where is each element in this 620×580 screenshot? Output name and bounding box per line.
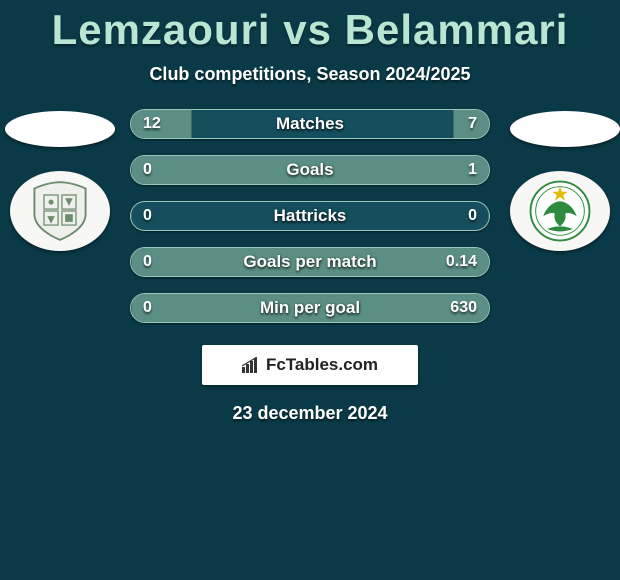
right-club-badge xyxy=(510,171,610,251)
subtitle: Club competitions, Season 2024/2025 xyxy=(0,64,620,85)
shield-crest-icon xyxy=(20,179,100,243)
left-side xyxy=(0,109,120,251)
stat-value-right: 1 xyxy=(468,161,477,179)
stat-label: Goals xyxy=(131,160,489,180)
date-text: 23 december 2024 xyxy=(0,403,620,424)
stat-label: Goals per match xyxy=(131,252,489,272)
stat-value-right: 7 xyxy=(468,115,477,133)
left-club-badge xyxy=(10,171,110,251)
stat-value-right: 630 xyxy=(450,299,477,317)
comparison-body: 12Matches70Goals10Hattricks00Goals per m… xyxy=(0,109,620,339)
stat-label: Matches xyxy=(131,114,489,134)
bar-chart-icon xyxy=(242,357,260,373)
page-title: Lemzaouri vs Belammari xyxy=(0,0,620,54)
brand-text: FcTables.com xyxy=(266,355,378,375)
stat-value-right: 0 xyxy=(468,207,477,225)
stat-label: Min per goal xyxy=(131,298,489,318)
stat-bars: 12Matches70Goals10Hattricks00Goals per m… xyxy=(120,109,500,339)
stat-row: 0Min per goal630 xyxy=(130,293,490,323)
stat-row: 0Hattricks0 xyxy=(130,201,490,231)
stat-label: Hattricks xyxy=(131,206,489,226)
stat-row: 0Goals1 xyxy=(130,155,490,185)
eagle-crest-icon xyxy=(520,179,600,243)
right-side xyxy=(500,109,620,251)
stat-value-right: 0.14 xyxy=(446,253,477,271)
left-player-avatar xyxy=(5,111,115,147)
right-player-avatar xyxy=(510,111,620,147)
stat-row: 0Goals per match0.14 xyxy=(130,247,490,277)
brand-box: FcTables.com xyxy=(202,345,418,385)
stat-row: 12Matches7 xyxy=(130,109,490,139)
